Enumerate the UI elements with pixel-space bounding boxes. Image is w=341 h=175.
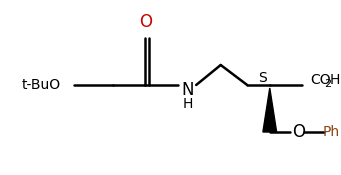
Text: 2: 2 [324,79,331,89]
Text: O: O [292,123,305,141]
Text: H: H [182,97,193,111]
Text: H: H [330,73,340,87]
Polygon shape [263,88,277,132]
Text: CO: CO [310,73,331,87]
Text: O: O [139,13,152,31]
Text: N: N [181,81,194,99]
Text: t-BuO: t-BuO [21,78,61,92]
Text: Ph: Ph [323,125,340,139]
Text: S: S [258,71,267,85]
